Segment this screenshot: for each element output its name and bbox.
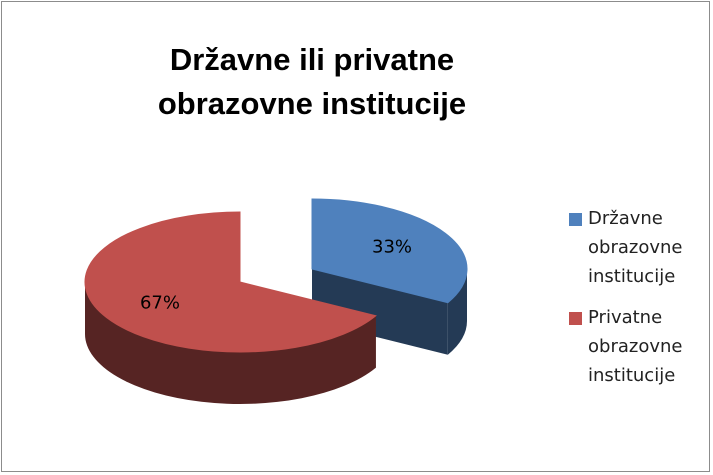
pie-labels: 33% 67% [140,237,412,314]
legend: Državne obrazovne institucije Privatne ob… [569,204,709,402]
legend-item: Privatne obrazovne institucije [569,303,688,390]
legend-item: Državne obrazovne institucije [569,204,688,291]
slice-side [84,282,376,405]
slice-side [447,269,467,355]
legend-label: Privatne obrazovne institucije [588,307,683,386]
legend-swatch [569,312,582,325]
data-label: 67% [140,292,180,313]
legend-swatch [569,213,582,226]
chart-title: Državne ili privatne obrazovne instituci… [157,42,467,121]
pie-faces [84,198,468,353]
slice [84,211,377,353]
legend-label: Državne obrazovne institucije [588,208,683,287]
slice-side [312,269,448,355]
data-label: 33% [372,237,412,258]
slice [311,198,468,304]
